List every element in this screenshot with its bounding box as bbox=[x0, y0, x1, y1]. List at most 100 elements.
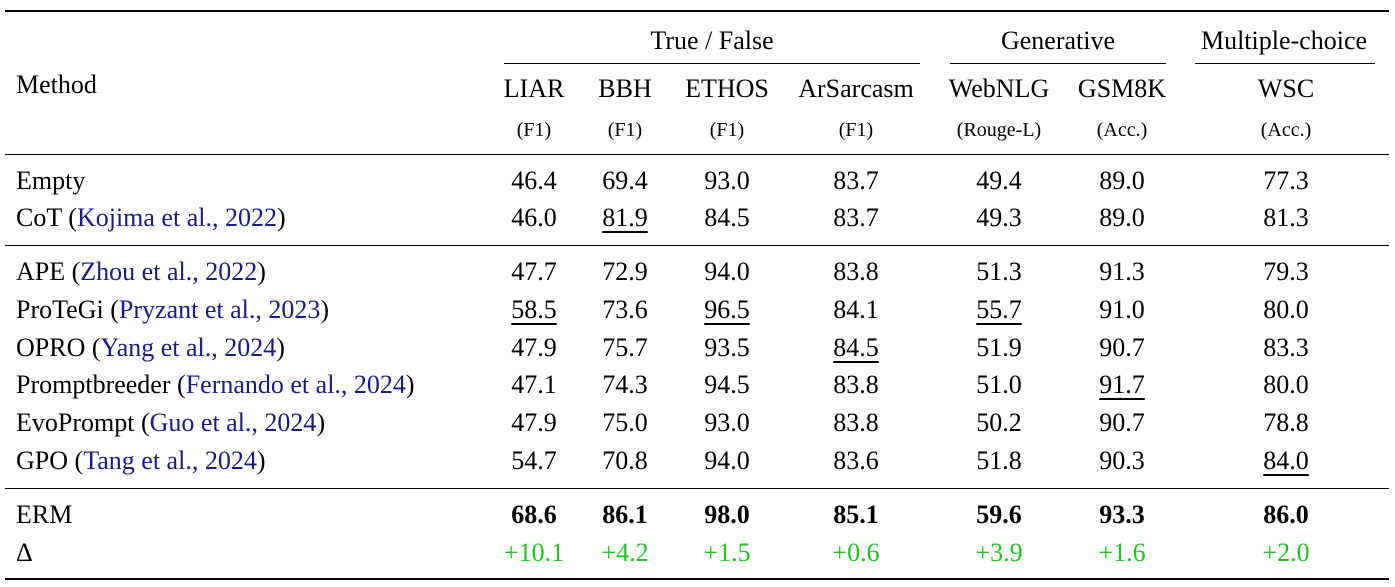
score-cell: 51.0 bbox=[976, 370, 1022, 399]
score-cell: 84.1 bbox=[833, 295, 879, 324]
citation-link[interactable]: Pryzant et al., 2023 bbox=[118, 295, 321, 324]
method-label: GPO bbox=[16, 446, 69, 475]
score-cell: 90.7 bbox=[1099, 408, 1145, 437]
metric-header: (F1) bbox=[838, 119, 874, 141]
citation-link[interactable]: Fernando et al., 2024 bbox=[185, 370, 406, 399]
method-name: Empty bbox=[16, 168, 85, 194]
citation-link[interactable]: Guo et al., 2024 bbox=[149, 408, 317, 437]
score-cell: 46.4 bbox=[511, 166, 557, 195]
group-header-multiple-choice: Multiple-choice bbox=[1200, 26, 1368, 55]
citation-link[interactable]: Yang et al., 2024 bbox=[100, 333, 277, 362]
cmidrule-generative bbox=[950, 63, 1166, 64]
citation-link[interactable]: Zhou et al., 2022 bbox=[80, 257, 258, 286]
method-label: EvoPrompt bbox=[16, 408, 135, 437]
score-cell: 49.4 bbox=[976, 166, 1022, 195]
score-cell: 84.0 bbox=[1263, 446, 1309, 475]
method-name: CoT (Kojima et al., 2022) bbox=[16, 203, 286, 232]
delta-cell: +1.6 bbox=[1098, 538, 1146, 567]
score-cell: 93.3 bbox=[1099, 500, 1145, 529]
score-cell: 83.8 bbox=[833, 370, 879, 399]
delta-cell: +10.1 bbox=[503, 538, 565, 567]
score-cell: 83.3 bbox=[1263, 333, 1309, 362]
score-cell: 54.7 bbox=[511, 446, 557, 475]
method-label: OPRO bbox=[16, 333, 86, 362]
score-cell: 70.8 bbox=[602, 446, 648, 475]
score-cell: 81.3 bbox=[1263, 203, 1309, 232]
dataset-header: WSC bbox=[1257, 74, 1315, 103]
metric-header: (Acc.) bbox=[1096, 119, 1148, 141]
score-cell: 91.7 bbox=[1099, 370, 1145, 399]
score-cell: 46.0 bbox=[511, 203, 557, 232]
method-name: OPRO (Yang et al., 2024) bbox=[16, 333, 285, 362]
method-name: Δ bbox=[16, 540, 33, 566]
score-cell: 83.6 bbox=[833, 446, 879, 475]
score-cell: 74.3 bbox=[602, 370, 648, 399]
score-cell: 83.8 bbox=[833, 257, 879, 286]
cmidrule-multiple-choice bbox=[1195, 63, 1375, 64]
cmidrule-true-false bbox=[504, 63, 920, 64]
method-name: ProTeGi (Pryzant et al., 2023) bbox=[16, 295, 330, 324]
score-cell: 93.0 bbox=[704, 166, 750, 195]
metric-header: (F1) bbox=[607, 119, 643, 141]
score-cell: 51.8 bbox=[976, 446, 1022, 475]
score-cell: 86.0 bbox=[1263, 500, 1309, 529]
delta-cell: +2.0 bbox=[1262, 538, 1310, 567]
score-cell: 89.0 bbox=[1099, 203, 1145, 232]
score-cell: 83.8 bbox=[833, 408, 879, 437]
top-rule bbox=[5, 10, 1389, 12]
method-label: Empty bbox=[16, 166, 86, 195]
group-header-generative: Generative bbox=[1000, 26, 1116, 55]
score-cell: 91.0 bbox=[1099, 295, 1145, 324]
dataset-header: ArSarcasm bbox=[798, 74, 914, 103]
method-name: ERM bbox=[16, 502, 72, 528]
score-cell: 50.2 bbox=[976, 408, 1022, 437]
score-cell: 83.7 bbox=[833, 203, 879, 232]
citation-link[interactable]: Tang et al., 2024 bbox=[83, 446, 257, 475]
score-cell: 47.7 bbox=[511, 257, 557, 286]
score-cell: 68.6 bbox=[511, 500, 557, 529]
score-cell: 98.0 bbox=[704, 500, 750, 529]
score-cell: 94.5 bbox=[704, 370, 750, 399]
metric-header: (Rouge-L) bbox=[956, 119, 1042, 141]
score-cell: 91.3 bbox=[1099, 257, 1145, 286]
method-label: CoT bbox=[16, 203, 62, 232]
bottom-rule bbox=[5, 578, 1389, 580]
metric-header: (F1) bbox=[516, 119, 552, 141]
score-cell: 51.3 bbox=[976, 257, 1022, 286]
group-header-true-false: True / False bbox=[650, 26, 774, 55]
score-cell: 94.0 bbox=[704, 446, 750, 475]
score-cell: 55.7 bbox=[976, 295, 1022, 324]
score-cell: 47.9 bbox=[511, 408, 557, 437]
dataset-header: GSM8K bbox=[1077, 74, 1167, 103]
score-cell: 81.9 bbox=[602, 203, 648, 232]
score-cell: 58.5 bbox=[511, 295, 557, 324]
score-cell: 94.0 bbox=[704, 257, 750, 286]
method-label: ERM bbox=[16, 500, 73, 529]
method-name: EvoPrompt (Guo et al., 2024) bbox=[16, 408, 326, 437]
score-cell: 96.5 bbox=[704, 295, 750, 324]
score-cell: 93.0 bbox=[704, 408, 750, 437]
score-cell: 73.6 bbox=[602, 295, 648, 324]
delta-cell: +1.5 bbox=[703, 538, 751, 567]
score-cell: 75.7 bbox=[602, 333, 648, 362]
delta-cell: +3.9 bbox=[975, 538, 1023, 567]
score-cell: 85.1 bbox=[833, 500, 879, 529]
method-label: Δ bbox=[16, 538, 33, 567]
score-cell: 83.7 bbox=[833, 166, 879, 195]
score-cell: 51.9 bbox=[976, 333, 1022, 362]
citation-link[interactable]: Kojima et al., 2022 bbox=[76, 203, 277, 232]
delta-cell: +0.6 bbox=[832, 538, 880, 567]
score-cell: 90.3 bbox=[1099, 446, 1145, 475]
method-header: Method bbox=[16, 70, 97, 99]
score-cell: 72.9 bbox=[602, 257, 648, 286]
header-rule bbox=[5, 154, 1389, 155]
score-cell: 84.5 bbox=[704, 203, 750, 232]
score-cell: 84.5 bbox=[833, 333, 879, 362]
method-name: APE (Zhou et al., 2022) bbox=[16, 257, 266, 286]
dataset-header: ETHOS bbox=[685, 74, 769, 103]
delta-cell: +4.2 bbox=[601, 538, 649, 567]
method-label: APE bbox=[16, 257, 66, 286]
score-cell: 89.0 bbox=[1099, 166, 1145, 195]
erm-rule bbox=[5, 488, 1389, 489]
method-name: Promptbreeder (Fernando et al., 2024) bbox=[16, 370, 415, 399]
